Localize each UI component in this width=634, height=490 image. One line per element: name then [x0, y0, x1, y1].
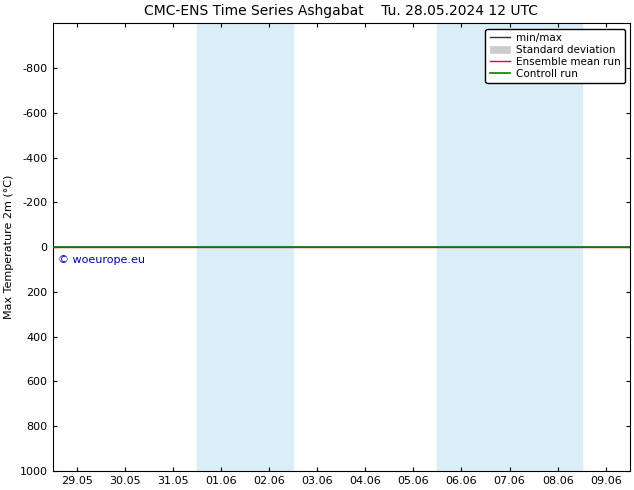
- Bar: [437, 24, 582, 471]
- Legend: min/max, Standard deviation, Ensemble mean run, Controll run: min/max, Standard deviation, Ensemble me…: [486, 29, 624, 83]
- Title: CMC-ENS Time Series Ashgabat    Tu. 28.05.2024 12 UTC: CMC-ENS Time Series Ashgabat Tu. 28.05.2…: [144, 4, 538, 18]
- Bar: [197, 24, 293, 471]
- Text: © woeurope.eu: © woeurope.eu: [58, 255, 145, 265]
- Y-axis label: Max Temperature 2m (°C): Max Temperature 2m (°C): [4, 175, 14, 319]
